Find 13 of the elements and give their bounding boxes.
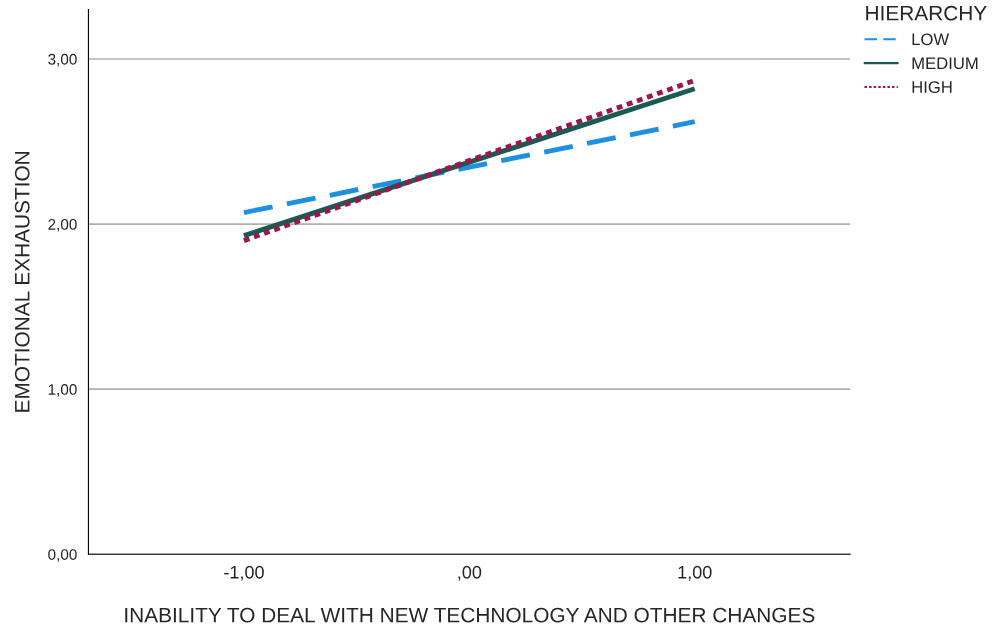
legend-label: LOW [912,33,950,46]
legend-title: HIERARCHY [866,5,987,21]
y-tick-label: 1,00 [48,384,77,397]
legend-label: HIGH [912,81,952,93]
y-tick-label: 3,00 [48,53,77,67]
y-tick-label: 0,00 [48,549,77,562]
y-axis-title: EMOTIONAL EXHAUSTION [14,152,30,412]
x-tick-label: -1,00 [224,565,264,581]
legend-label: MEDIUM [912,57,978,70]
y-tick-label: 2,00 [48,218,77,232]
x-tick-label: 1,00 [678,565,712,581]
x-tick-label: ,00 [458,565,482,581]
x-axis-title: INABILITY TO DEAL WITH NEW TECHNOLOGY AND OTHER CHANGES [125,607,815,623]
